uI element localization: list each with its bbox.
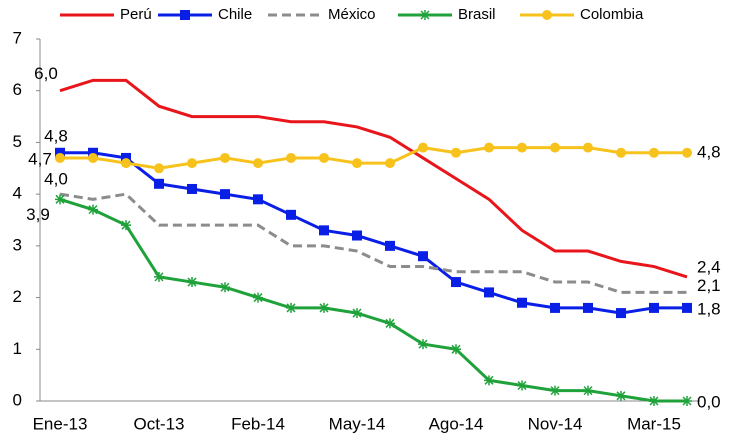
- marker: [121, 152, 131, 163]
- marker: [220, 189, 230, 200]
- marker: [154, 271, 164, 282]
- x-tick-label: Ene-13: [33, 414, 88, 433]
- marker: [286, 209, 296, 220]
- data-label: 4,8: [697, 142, 721, 161]
- y-tick-label: 6: [13, 80, 22, 99]
- marker: [550, 302, 560, 313]
- y-tick-label: 3: [13, 235, 22, 254]
- marker: [616, 147, 626, 158]
- marker: [484, 142, 494, 153]
- x-tick-label: Oct-13: [133, 414, 184, 433]
- legend-label: Perú: [120, 6, 152, 23]
- marker: [253, 194, 263, 205]
- legend-marker: [542, 10, 552, 20]
- marker: [517, 142, 527, 153]
- marker: [121, 220, 131, 231]
- marker: [682, 396, 692, 406]
- marker: [451, 344, 461, 355]
- marker: [319, 225, 329, 236]
- legend-marker: [420, 10, 430, 20]
- data-label: 2,1: [697, 276, 721, 295]
- marker: [154, 163, 164, 174]
- marker: [88, 152, 98, 163]
- marker: [583, 302, 593, 313]
- marker: [682, 302, 692, 313]
- legend-label: Chile: [218, 6, 252, 23]
- marker: [187, 277, 197, 288]
- series-line: [60, 151, 687, 315]
- marker: [253, 292, 263, 303]
- marker: [682, 147, 692, 158]
- legend-label: Brasil: [458, 6, 496, 23]
- data-label: 4,8: [44, 126, 68, 145]
- marker: [88, 147, 98, 158]
- data-label: 4,7: [28, 149, 52, 168]
- series-line: [59, 197, 687, 403]
- marker: [649, 147, 659, 158]
- marker: [418, 142, 428, 153]
- series-line: [59, 192, 687, 294]
- marker: [550, 385, 560, 396]
- marker: [220, 282, 230, 293]
- marker: [352, 158, 362, 169]
- marker: [616, 390, 626, 401]
- marker: [385, 158, 395, 169]
- marker: [583, 385, 593, 396]
- marker: [187, 183, 197, 194]
- legend-marker: [180, 10, 190, 20]
- marker: [286, 302, 296, 313]
- y-tick-label: 2: [13, 287, 22, 306]
- y-tick-label: 0: [13, 390, 22, 409]
- marker: [319, 152, 329, 163]
- x-tick-label: May-14: [329, 414, 386, 433]
- data-label: 1,8: [697, 299, 721, 318]
- marker: [55, 194, 65, 205]
- data-label: 6,0: [34, 64, 58, 83]
- marker: [484, 287, 494, 298]
- marker: [55, 147, 65, 158]
- marker: [451, 277, 461, 288]
- marker: [616, 308, 626, 319]
- marker: [649, 302, 659, 313]
- marker: [385, 240, 395, 251]
- marker: [220, 152, 230, 163]
- marker: [418, 251, 428, 262]
- series-line: [60, 146, 687, 170]
- marker: [352, 308, 362, 319]
- marker: [418, 339, 428, 350]
- marker: [451, 147, 461, 158]
- marker: [649, 396, 659, 406]
- y-tick-label: 1: [13, 339, 22, 358]
- x-tick-label: Mar-15: [627, 414, 681, 433]
- x-tick-label: Ago-14: [429, 414, 484, 433]
- marker: [88, 204, 98, 215]
- series-line: [59, 78, 688, 279]
- marker: [319, 302, 329, 313]
- marker: [484, 375, 494, 386]
- marker: [583, 142, 593, 153]
- data-label: 0,0: [697, 392, 721, 411]
- data-label: 4,0: [44, 170, 68, 189]
- x-tick-label: Nov-14: [528, 414, 583, 433]
- y-tick-label: 7: [13, 28, 22, 47]
- marker: [154, 178, 164, 189]
- marker: [55, 152, 65, 163]
- marker: [187, 158, 197, 169]
- legend-label: Colombia: [580, 6, 644, 23]
- marker: [550, 142, 560, 153]
- marker: [286, 152, 296, 163]
- data-label: 2,4: [697, 257, 721, 276]
- marker: [517, 380, 527, 391]
- y-tick-label: 5: [13, 132, 22, 151]
- marker: [121, 158, 131, 169]
- y-tick-label: 4: [13, 184, 22, 203]
- marker: [385, 318, 395, 329]
- x-tick-label: Feb-14: [231, 414, 285, 433]
- legend-label: México: [328, 6, 376, 23]
- marker: [517, 297, 527, 308]
- marker: [253, 158, 263, 169]
- data-label: 3,9: [26, 205, 50, 224]
- marker: [352, 230, 362, 241]
